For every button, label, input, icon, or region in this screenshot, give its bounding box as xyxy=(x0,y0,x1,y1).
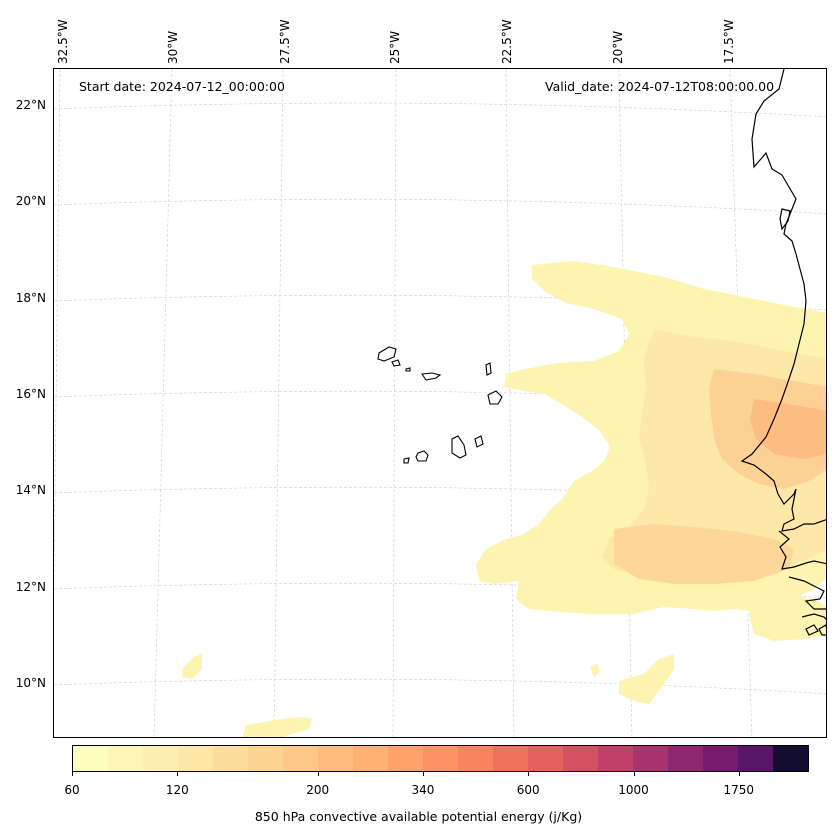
cape-verde-islands xyxy=(377,346,503,464)
colorbar-segment-1200 xyxy=(668,746,703,771)
island-santa-luzia xyxy=(405,367,411,372)
map-panel[interactable]: Start date: 2024-07-12_00:00:00 Valid_da… xyxy=(53,68,827,738)
gridline-lat-20n xyxy=(54,198,826,215)
gridline-lon-30w xyxy=(153,69,173,737)
gridline-lon-32.5w xyxy=(54,69,61,601)
colorbar-segment-160 xyxy=(248,746,283,771)
lat-label-14n: 14°N xyxy=(15,483,46,497)
lat-label-18n: 18°N xyxy=(15,291,46,305)
colorbar-segment-400 xyxy=(458,746,493,771)
gridline-lon-27.5w xyxy=(273,69,284,737)
colorbar-tick-label-120: 120 xyxy=(165,783,189,797)
colorbar-segment-600 xyxy=(528,746,563,771)
colorbar-segment-60 xyxy=(73,746,108,771)
island-santo-antao xyxy=(377,346,397,362)
island-fogo xyxy=(415,450,429,462)
colorbar-segment-120 xyxy=(178,746,213,771)
cape-blob-lower-center xyxy=(619,654,674,704)
colorbar-segment-140 xyxy=(213,746,248,771)
colorbar-segment-100 xyxy=(143,746,178,771)
island-maio xyxy=(474,435,484,448)
gridline-lon-25w xyxy=(392,69,397,737)
lon-label-25w: 25°W xyxy=(388,30,402,64)
africa-coastline xyxy=(740,69,826,532)
colorbar-segment-340 xyxy=(423,746,458,771)
island-brava xyxy=(403,457,410,464)
gridline-lat-12n xyxy=(54,582,826,599)
colorbar-segment-480 xyxy=(493,746,528,771)
bissagos-islands xyxy=(801,613,826,636)
lon-label-27.5w: 27.5°W xyxy=(278,19,292,64)
lon-label-17.5w: 17.5°W xyxy=(722,19,736,64)
lon-label-22.5w: 22.5°W xyxy=(500,19,514,64)
colorbar-segment-800 xyxy=(598,746,633,771)
gridline-lat-10n xyxy=(54,678,826,695)
dakhla-peninsula xyxy=(779,208,791,231)
colorbar-segment-180 xyxy=(283,746,318,771)
island-sal xyxy=(485,362,492,376)
lat-label-22n: 22°N xyxy=(15,98,46,112)
gridline-lat-16n xyxy=(54,390,826,407)
guinea-bissau-coastline xyxy=(788,576,826,610)
gambia-coastline xyxy=(778,530,826,570)
lon-label-30w: 30°W xyxy=(166,30,180,64)
cape-blob-small xyxy=(590,663,600,677)
colorbar-tickmark-200 xyxy=(317,772,319,776)
island-santiago xyxy=(451,435,467,459)
lat-label-10n: 10°N xyxy=(15,676,46,690)
colorbar-tickmark-340 xyxy=(422,772,424,776)
cape-field xyxy=(182,261,826,737)
lat-label-12n: 12°N xyxy=(15,580,46,594)
colorbar-segment-240 xyxy=(353,746,388,771)
colorbar-segment-1400 xyxy=(703,746,738,771)
colorbar-segment-700 xyxy=(563,746,598,771)
island-sao-nicolau xyxy=(421,372,442,381)
start-date-annotation: Start date: 2024-07-12_00:00:00 xyxy=(79,79,285,94)
cape-blob-west xyxy=(182,653,202,679)
gridline-lat-18n xyxy=(54,294,826,311)
map-canvas xyxy=(54,69,826,737)
gridline-lat-22n xyxy=(54,102,826,118)
island-boa-vista xyxy=(487,390,503,405)
colorbar-segment-280 xyxy=(388,746,423,771)
colorbar-tick-label-1000: 1000 xyxy=(618,783,649,797)
colorbar-segment-200 xyxy=(318,746,353,771)
coastlines xyxy=(740,69,826,636)
lon-label-20w: 20°W xyxy=(611,30,625,64)
valid-date-annotation: Valid_date: 2024-07-12T08:00:00.00 xyxy=(545,79,775,94)
island-sao-vicente xyxy=(391,359,401,367)
lat-label-20n: 20°N xyxy=(15,194,46,208)
colorbar-segment-2000 xyxy=(773,746,808,771)
colorbar-segment-80 xyxy=(108,746,143,771)
colorbar-tickmark-120 xyxy=(177,772,179,776)
cape-blob-bottom xyxy=(242,717,312,737)
colorbar-tickmark-1750 xyxy=(738,772,740,776)
colorbar-segment-1750 xyxy=(738,746,773,771)
colorbar-tickmark-1000 xyxy=(633,772,635,776)
colorbar-tickmark-60 xyxy=(72,772,73,776)
gridline-lat-14n xyxy=(54,486,826,503)
colorbar-segment-1000 xyxy=(633,746,668,771)
colorbar-tick-label-60: 60 xyxy=(64,783,80,797)
colorbar-label: 850 hPa convective available potential e… xyxy=(254,809,583,824)
lat-label-16n: 16°N xyxy=(15,387,46,401)
cape-region-south xyxy=(614,524,794,584)
colorbar-tick-label-1750: 1750 xyxy=(723,783,755,797)
colorbar-tickmark-600 xyxy=(528,772,530,776)
gridline-lon-22.5w xyxy=(505,69,515,737)
cape-region-peak xyxy=(750,399,826,459)
colorbar-tick-label-200: 200 xyxy=(306,783,330,797)
colorbar xyxy=(72,745,809,772)
lon-label-32.5w: 32.5°W xyxy=(56,19,70,64)
colorbar-tick-label-340: 340 xyxy=(411,783,435,797)
colorbar-tick-label-600: 600 xyxy=(516,783,540,797)
